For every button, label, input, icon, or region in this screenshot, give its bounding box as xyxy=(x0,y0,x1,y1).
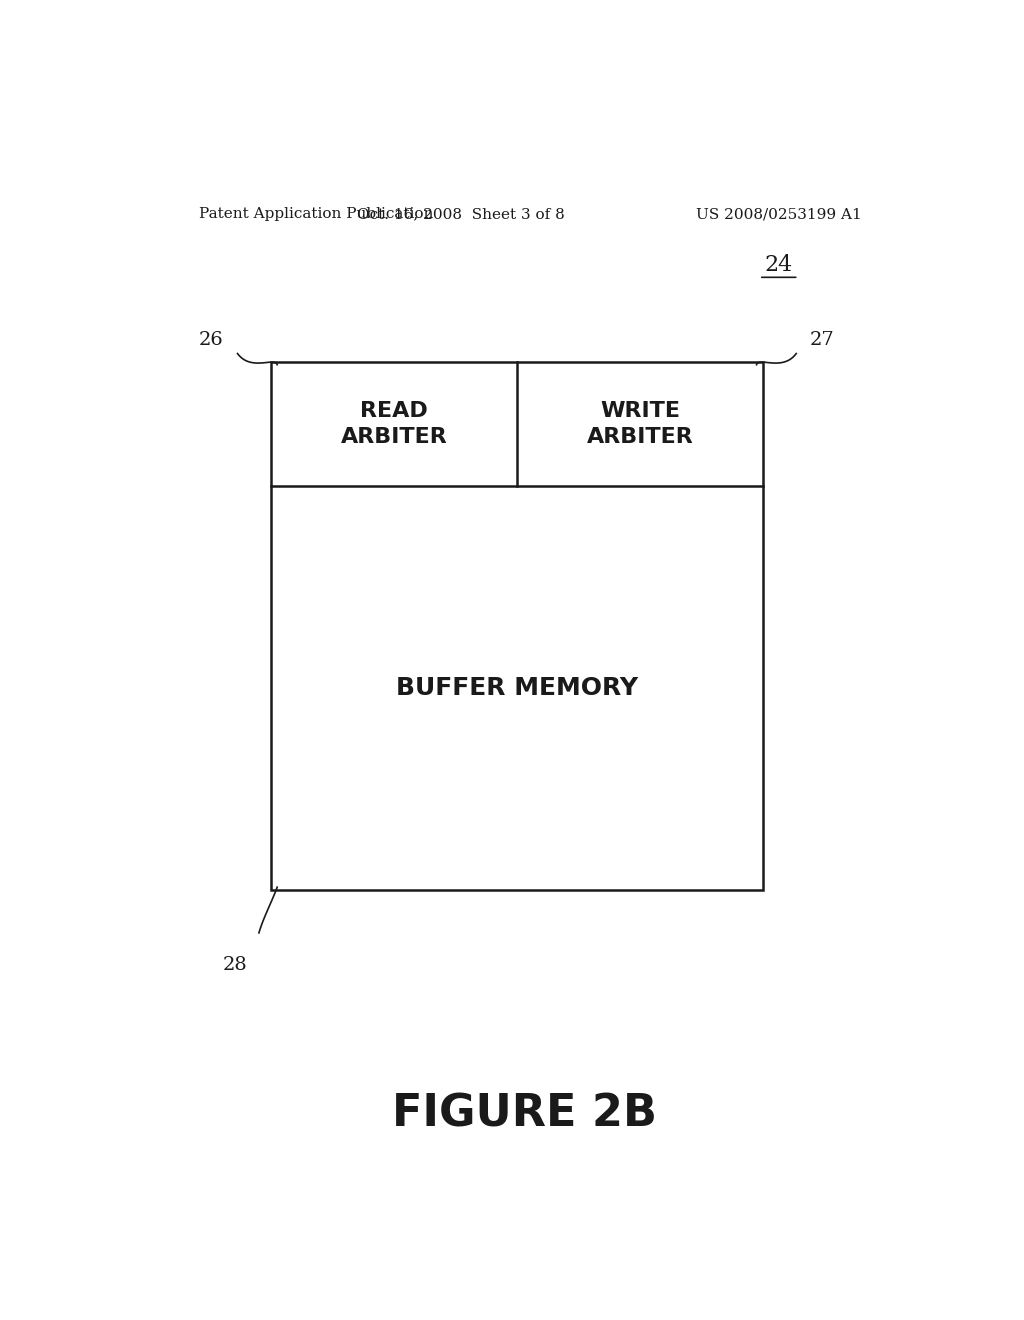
Text: BUFFER MEMORY: BUFFER MEMORY xyxy=(396,676,638,700)
Text: Patent Application Publication: Patent Application Publication xyxy=(200,207,434,222)
Text: FIGURE 2B: FIGURE 2B xyxy=(392,1093,657,1135)
Text: US 2008/0253199 A1: US 2008/0253199 A1 xyxy=(696,207,861,222)
Text: 28: 28 xyxy=(223,956,248,974)
Text: WRITE
ARBITER: WRITE ARBITER xyxy=(587,400,693,447)
Text: 26: 26 xyxy=(199,331,223,350)
Text: Oct. 16, 2008  Sheet 3 of 8: Oct. 16, 2008 Sheet 3 of 8 xyxy=(357,207,565,222)
Text: 24: 24 xyxy=(765,255,793,276)
Text: READ
ARBITER: READ ARBITER xyxy=(341,400,447,447)
Text: 27: 27 xyxy=(810,331,835,350)
Bar xyxy=(270,362,763,890)
